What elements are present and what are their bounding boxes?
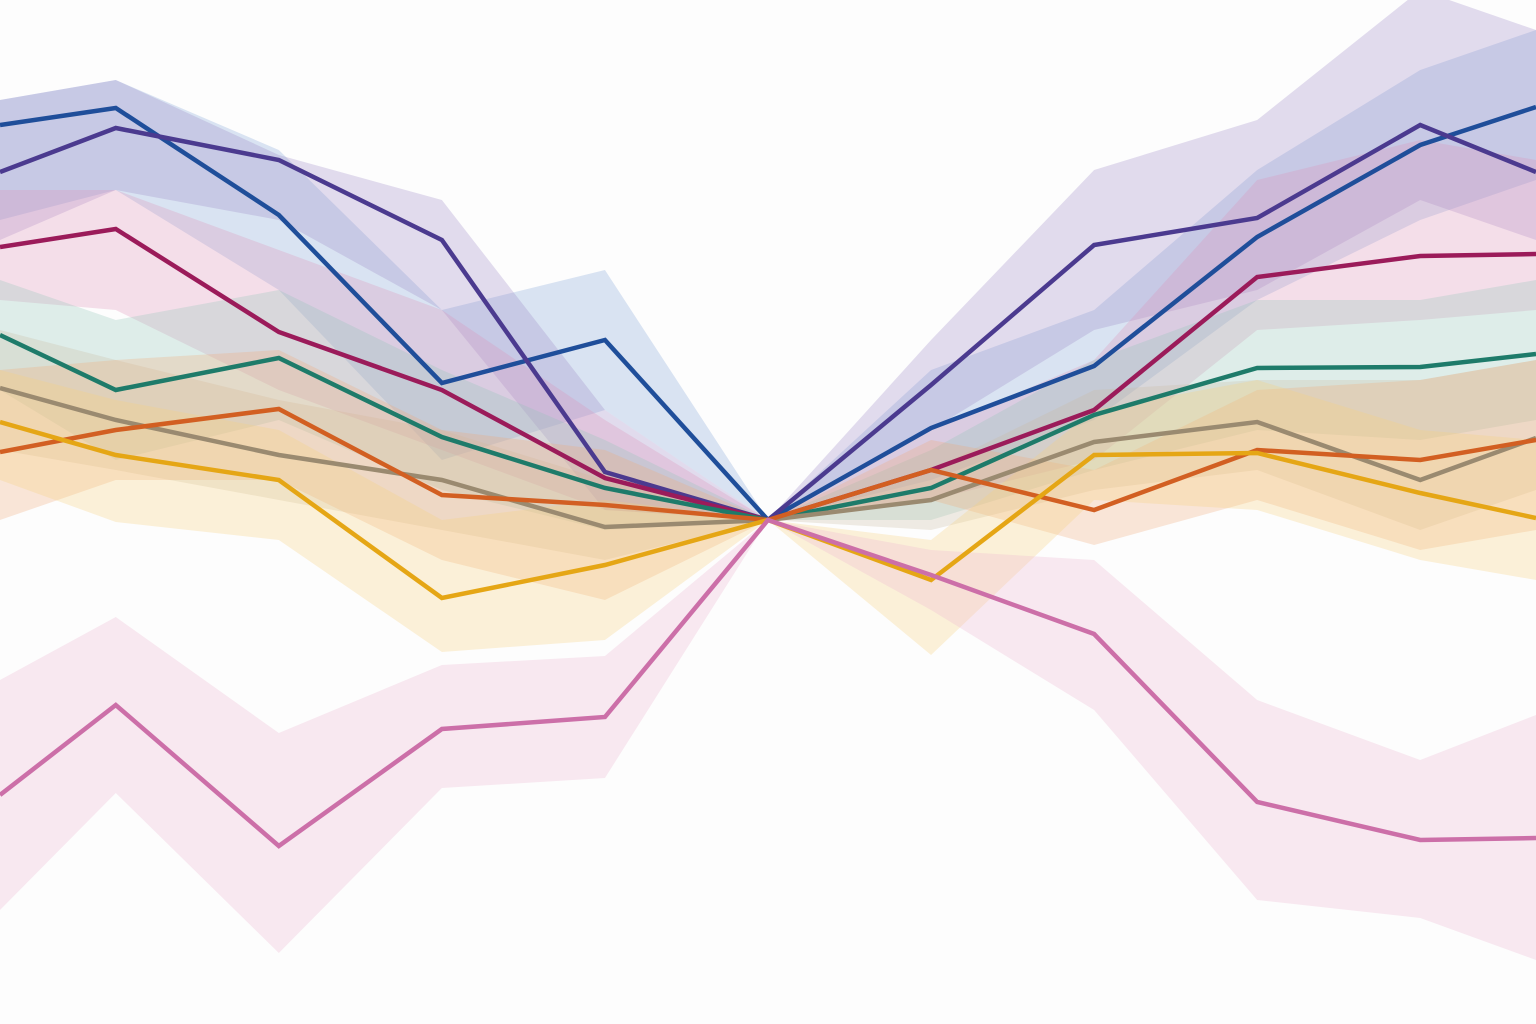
band-series-7 (0, 370, 1536, 655)
band-series-4 (0, 280, 1536, 530)
series-lines (0, 104, 1536, 849)
line-series-8 (0, 517, 1536, 849)
band-series-5 (0, 330, 1536, 560)
confidence-bands (0, 0, 1536, 960)
band-series-6 (0, 350, 1536, 600)
band-series-1 (0, 30, 1536, 520)
band-series-3 (0, 140, 1536, 520)
band-series-8 (0, 520, 1536, 960)
